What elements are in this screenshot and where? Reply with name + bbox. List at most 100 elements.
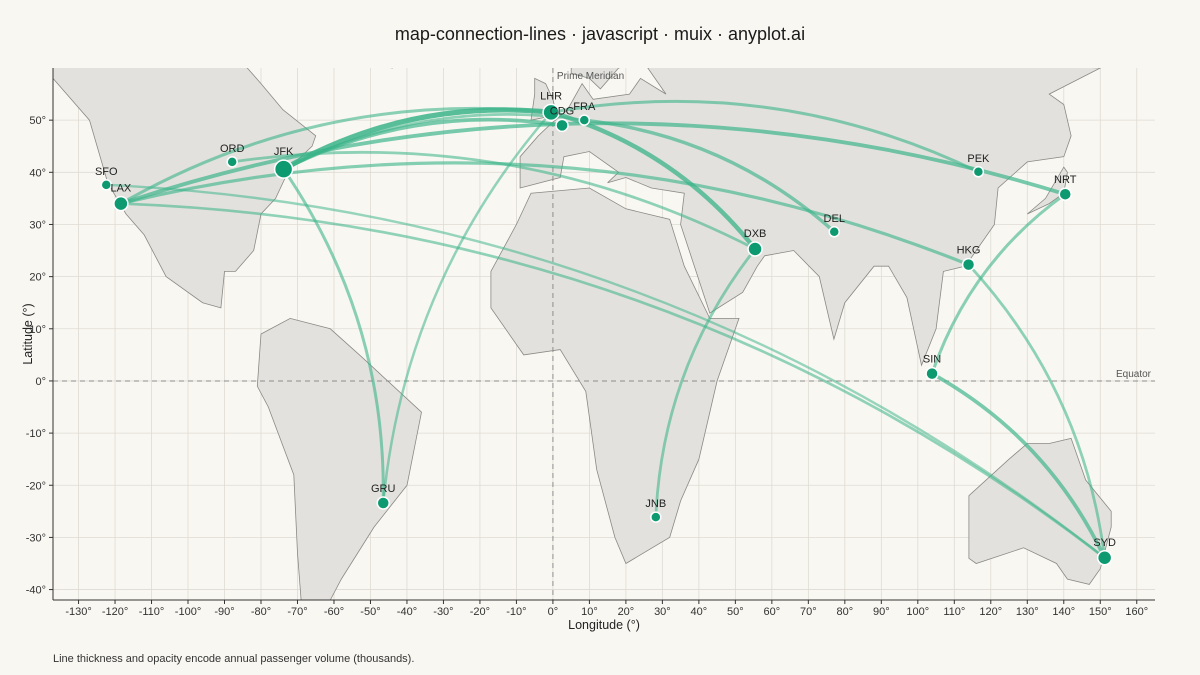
route-lax-nrt [119,121,1068,206]
city-node-jnb [650,511,662,523]
city-label-dxb: DXB [744,228,767,240]
chart-title: map-connection-lines · javascript · muix… [394,24,806,44]
x-tick-label: 150° [1089,606,1112,618]
x-tick-label: -110° [139,606,165,618]
city-node-jfk [273,159,294,179]
route-sin-syd [930,371,1107,560]
city-node-fra [578,114,591,126]
x-tick-label: -90° [214,606,234,618]
land-south-america [256,317,422,600]
x-tick-label: 10° [581,606,598,618]
city-label-syd: SYD [1093,537,1116,549]
x-tick-label: 50° [727,606,744,618]
x-tick-label: 20° [618,606,635,618]
city-label-gru: GRU [371,483,396,495]
route-lhr-pek [549,99,980,174]
y-tick-label: 10° [29,324,46,336]
axes: -130° -120° -110° -100° -90° -80° -70° -60° -50°… [21,68,1155,632]
x-tick-label: -80° [251,606,271,618]
city-node-hkg [961,257,976,272]
x-tick-label: 110° [943,606,965,618]
y-tick-label: -20° [26,480,46,492]
city-node-syd [1096,550,1113,566]
city-label-cdg: CDG [550,105,574,117]
city-node-lax [113,195,129,212]
y-tick-label: 20° [29,272,46,284]
land-masses [53,68,1112,600]
x-tick-label: -20° [470,606,490,618]
x-tick-label: -130° [65,606,91,618]
city-label-hkg: HKG [957,245,981,257]
city-node-gru [376,496,390,510]
land-greenland [390,68,394,69]
x-tick-label: 100° [906,606,929,618]
x-tick-label: 140° [1052,606,1075,618]
route-lax-lhr [119,106,553,206]
x-tick-label: 70° [800,606,817,618]
y-tick-label: 0° [35,376,46,388]
x-tick-label: -50° [360,606,380,618]
x-tick-label: -120° [102,606,128,618]
city-label-pek: PEK [967,153,990,165]
city-label-lhr: LHR [540,90,562,102]
land-scandinavia [570,68,621,90]
city-label-sin: SIN [923,354,941,366]
x-tick-label: 90° [873,606,890,618]
y-tick-label: 30° [29,219,46,231]
city-node-ord [226,156,238,168]
city-node-nrt [1058,187,1072,201]
city-node-dxb [747,241,763,257]
route-jfk-gru [282,167,385,505]
route-lax-syd [119,202,1106,560]
y-tick-label: -10° [26,428,46,440]
land-japan [1027,166,1068,215]
route-dxb-jnb [654,247,757,519]
city-label-lax: LAX [110,183,131,195]
city-node-sin [925,366,939,381]
x-tick-label: 160° [1125,606,1148,618]
y-tick-label: 50° [29,115,46,127]
city-nodes: SFO LAX ORD JFK GRU LHR CDG FRA DXB DEL JNB PEK NRT H… [95,90,1116,566]
reference-lines: Prime Meridian Equator [53,68,1155,600]
route-hkg-syd [967,263,1106,560]
y-tick-label: -30° [26,532,46,544]
x-axis-title: Longitude (°) [568,618,640,632]
route-lax-hkg [119,161,971,267]
y-tick-label: 40° [29,167,46,179]
x-tick-label: 130° [1016,606,1039,618]
x-tick-label: 60° [764,606,781,618]
city-label-nrt: NRT [1054,174,1077,186]
city-label-fra: FRA [573,101,596,113]
y-axis-title: Latitude (°) [21,303,35,364]
land-africa [490,187,740,565]
x-tick-label: -100° [175,606,201,618]
x-tick-label: -60° [324,606,344,618]
y-tick-label: -40° [26,585,46,597]
x-tick-label: 40° [691,606,708,618]
route-fra-del [582,118,836,234]
city-node-del [828,226,841,238]
city-label-ord: ORD [220,143,245,155]
x-tick-label: 30° [654,606,671,618]
x-tick-label: -10° [506,606,526,618]
chart-caption: Line thickness and opacity encode annual… [53,653,415,665]
prime-meridian-label: Prime Meridian [557,71,624,82]
x-tick-label: -70° [287,606,307,618]
x-tick-label: 120° [979,606,1002,618]
route-nrt-sin [930,192,1067,376]
city-label-sfo: SFO [95,166,118,178]
city-node-pek [972,166,985,178]
x-tick-label: 0° [548,606,559,618]
city-node-cdg [555,118,569,133]
land-eurasia [519,68,1102,367]
route-lhr-gru [381,111,553,505]
equator-label: Equator [1116,369,1152,380]
city-node-lhr [542,103,560,122]
city-label-del: DEL [824,213,845,225]
route-sfo-syd [105,183,1106,559]
land-north-america [53,68,317,309]
x-tick-label: 80° [837,606,854,618]
routes [105,99,1107,560]
city-node-sfo [100,179,113,191]
